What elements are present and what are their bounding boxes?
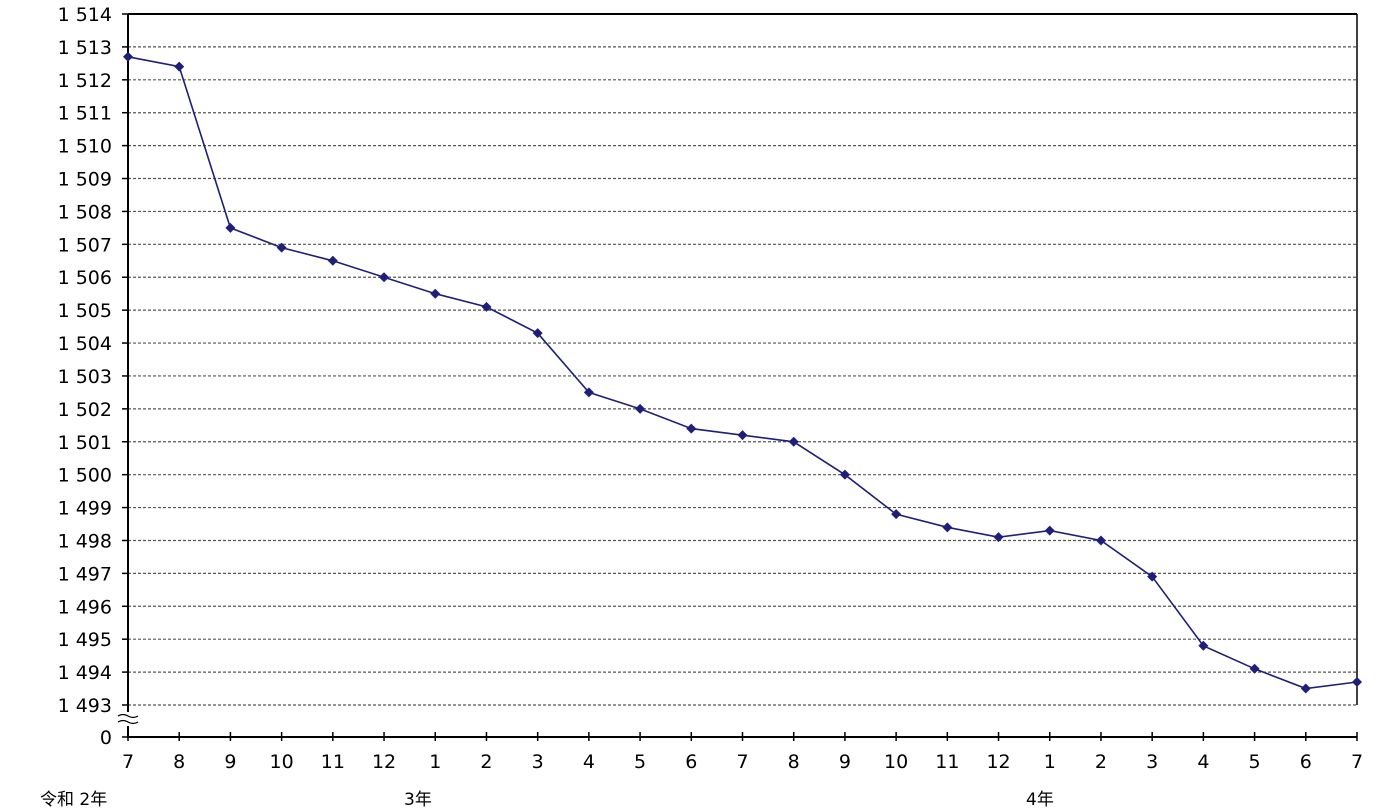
data-point [635, 403, 646, 414]
data-point [583, 387, 594, 398]
x-tick-label: 7 [736, 751, 748, 773]
data-point [1352, 676, 1362, 687]
y-tick-label: 1 514 [58, 4, 112, 26]
y-zero-label: 0 [100, 727, 112, 749]
x-tick-label: 9 [224, 751, 236, 773]
data-point [737, 430, 748, 441]
data-point [1095, 535, 1106, 546]
x-tick-label: 2 [1095, 751, 1107, 773]
x-tick-label: 10 [270, 751, 294, 773]
axis-break-mark [117, 713, 139, 719]
x-tick-label: 11 [321, 751, 345, 773]
data-point [1044, 525, 1055, 536]
x-tick-label: 12 [372, 751, 396, 773]
x-tick-label: 3 [1146, 751, 1158, 773]
y-tick-label: 1 509 [58, 169, 112, 191]
x-tick-label: 6 [685, 751, 697, 773]
x-tick-label: 9 [839, 751, 851, 773]
y-tick-label: 1 493 [58, 695, 112, 717]
x-tick-label: 3 [532, 751, 544, 773]
axis-break-mark [117, 719, 139, 725]
data-point [225, 222, 236, 233]
x-tick-label: 4 [583, 751, 595, 773]
y-tick-label: 1 504 [58, 333, 112, 355]
y-tick-label: 1 499 [58, 498, 112, 520]
y-tick-label: 1 494 [58, 662, 112, 684]
data-point [942, 522, 953, 533]
y-tick-label: 1 495 [58, 629, 112, 651]
x-tick-label: 10 [884, 751, 908, 773]
y-tick-label: 1 501 [58, 432, 112, 454]
y-tick-label: 1 510 [58, 136, 112, 158]
y-tick-label: 1 498 [58, 530, 112, 552]
x-tick-label: 7 [122, 751, 134, 773]
y-tick-label: 1 507 [58, 234, 112, 256]
x-tick-label: 6 [1300, 751, 1312, 773]
y-tick-label: 1 505 [58, 300, 112, 322]
x-tick-label: 8 [788, 751, 800, 773]
series-line [127, 56, 1358, 690]
y-tick-label: 1 497 [58, 563, 112, 585]
x-tick-label: 8 [173, 751, 185, 773]
x-tick-label: 5 [1249, 751, 1261, 773]
y-tick-label: 1 496 [58, 596, 112, 618]
data-point [481, 301, 492, 312]
data-point [839, 469, 850, 480]
data-point [686, 423, 697, 434]
data-point [532, 328, 543, 339]
x-tick-label: 1 [429, 751, 441, 773]
data-point [276, 242, 287, 253]
year-label: 3年 [404, 790, 432, 810]
x-tick-label: 2 [480, 751, 492, 773]
data-point [1147, 571, 1158, 582]
data-point [379, 272, 390, 283]
x-axis-tick-labels: 7 8 9 10 11 12 1 2 3 4 5 6 7 8 9 10 11 12 1 2 3 4 5 6 7 [122, 751, 1363, 773]
y-tick-label: 1 511 [58, 103, 112, 125]
data-point [993, 532, 1004, 543]
x-tick-label: 1 [1044, 751, 1056, 773]
y-tick-label: 1 512 [58, 70, 112, 92]
data-point [430, 288, 441, 299]
year-labels: 令和 2年 3年 4年 [40, 790, 1054, 810]
y-tick-label: 1 508 [58, 201, 112, 223]
x-tick-label: 7 [1351, 751, 1363, 773]
data-point [327, 255, 338, 266]
data-point [891, 509, 902, 520]
y-tick-label: 1 500 [58, 465, 112, 487]
x-tick-label: 5 [634, 751, 646, 773]
y-tick-label: 1 502 [58, 399, 112, 421]
axes [117, 13, 1358, 741]
y-tick-label: 1 503 [58, 366, 112, 388]
year-label: 4年 [1026, 790, 1054, 810]
y-tick-label: 1 506 [58, 267, 112, 289]
data-point [123, 51, 133, 62]
data-point [174, 61, 185, 72]
data-point [1249, 663, 1260, 674]
series [123, 51, 1362, 694]
year-label: 令和 2年 [40, 790, 107, 810]
x-tick-label: 12 [986, 751, 1010, 773]
data-point [1198, 640, 1209, 651]
data-point [788, 436, 799, 447]
grid-lines [128, 46, 1357, 706]
y-axis-tick-labels: 1 514 1 513 1 512 1 511 1 510 1 509 1 508 1 507… [58, 4, 112, 749]
data-point [1300, 683, 1311, 694]
x-tick-label: 11 [935, 751, 959, 773]
x-tick-label: 4 [1197, 751, 1209, 773]
y-tick-label: 1 513 [58, 37, 112, 59]
